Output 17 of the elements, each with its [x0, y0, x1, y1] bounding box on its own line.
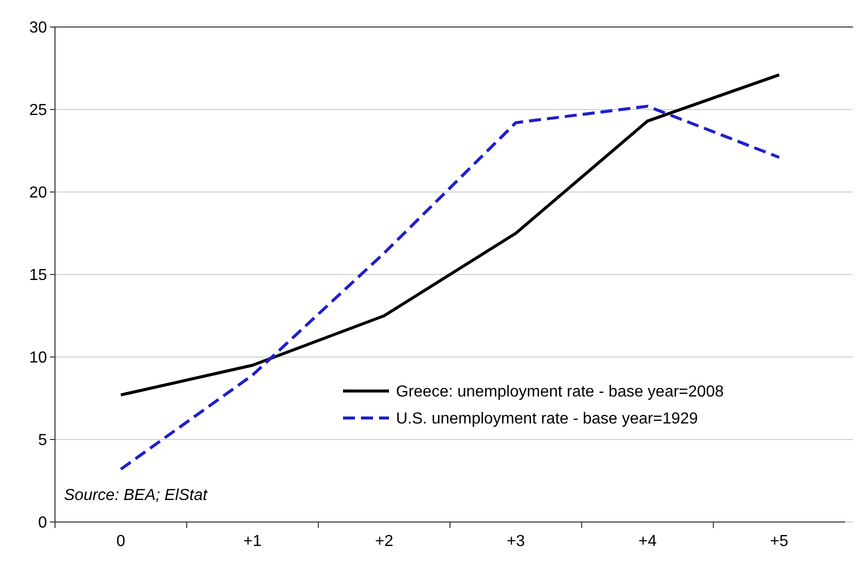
- y-tick-label: 30: [29, 20, 48, 37]
- y-tick-label: 25: [29, 102, 48, 120]
- x-tick-label: +1: [243, 533, 262, 550]
- line-series: [119, 104, 781, 471]
- x-tick-label: +4: [638, 533, 657, 550]
- y-tick-label: 5: [38, 432, 48, 450]
- y-tick-label: 10: [29, 350, 48, 367]
- y-tick-label: 15: [29, 267, 48, 284]
- legend-label: U.S. unemployment rate - base year=1929: [396, 410, 698, 428]
- x-tick-label: +2: [375, 533, 394, 550]
- x-tick-label: 0: [116, 533, 126, 550]
- x-tick-label: +5: [770, 533, 788, 550]
- y-tick-label: 20: [29, 184, 48, 202]
- annotation: Source: BEA; ElStat: [64, 487, 208, 504]
- legend-label: Greece: unemployment rate - base year=2008: [396, 384, 724, 401]
- x-tick-label: +3: [506, 533, 526, 550]
- y-tick-label: 0: [38, 514, 48, 532]
